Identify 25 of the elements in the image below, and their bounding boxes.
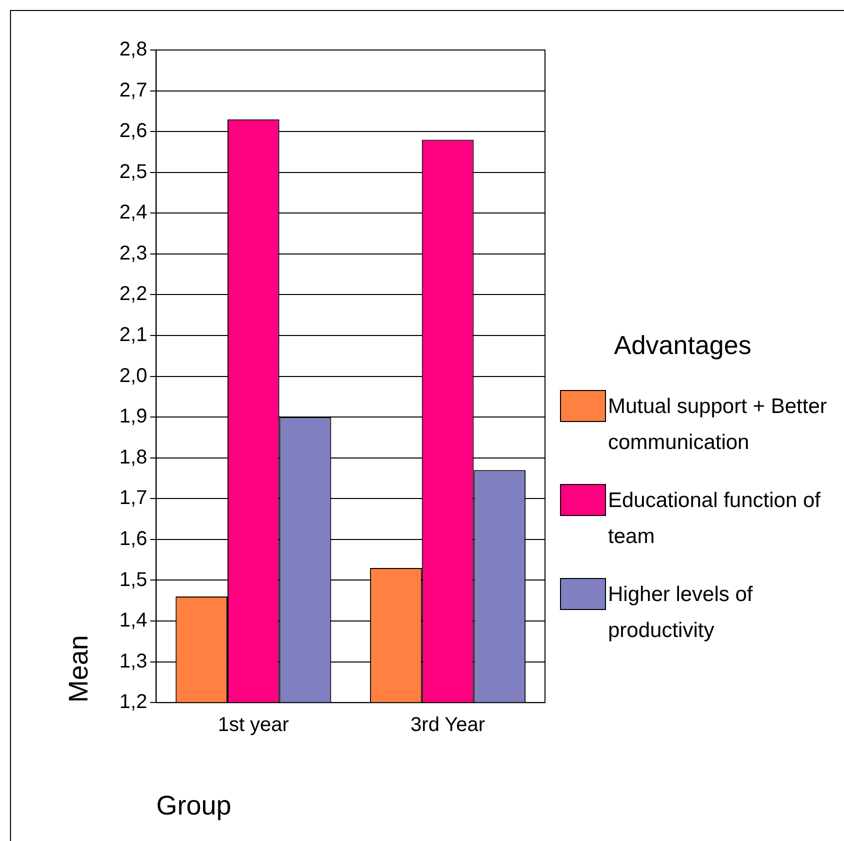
- y-tick-label: 1,4: [119, 610, 148, 632]
- y-tick-label: 1,9: [119, 406, 148, 428]
- y-axis-title: Mean: [64, 635, 94, 703]
- legend-label: Higher levels of productivity: [608, 582, 754, 644]
- y-tick-label: 1,2: [119, 691, 148, 714]
- x-tick-label: 1st year: [218, 714, 290, 736]
- y-tick-label: 2,3: [119, 242, 148, 264]
- x-tick-label: 3rd Year: [410, 714, 486, 736]
- legend-label: Educational function of team: [608, 488, 822, 550]
- y-tick-label: 2,5: [119, 160, 148, 183]
- y-tick-label: 2,6: [119, 120, 148, 142]
- x-axis-title: Group: [156, 790, 232, 820]
- legend-label: Mutual support + Better communication: [608, 394, 828, 456]
- y-tick-label: 1,3: [119, 650, 148, 672]
- y-tick-label: 2,2: [119, 283, 148, 306]
- y-tick-label: 1,8: [119, 446, 148, 468]
- y-tick-label: 2,8: [119, 38, 148, 61]
- legend-title: Advantages: [614, 330, 752, 361]
- y-tick-label: 2,1: [119, 324, 148, 346]
- y-tick-label: 2,7: [119, 79, 148, 102]
- y-tick-label: 1,6: [119, 528, 148, 550]
- y-tick-label: 2,0: [119, 364, 148, 387]
- y-tick-label: 2,4: [119, 202, 148, 224]
- y-tick-label: 1,5: [119, 568, 148, 591]
- y-tick-label: 1,7: [119, 487, 148, 510]
